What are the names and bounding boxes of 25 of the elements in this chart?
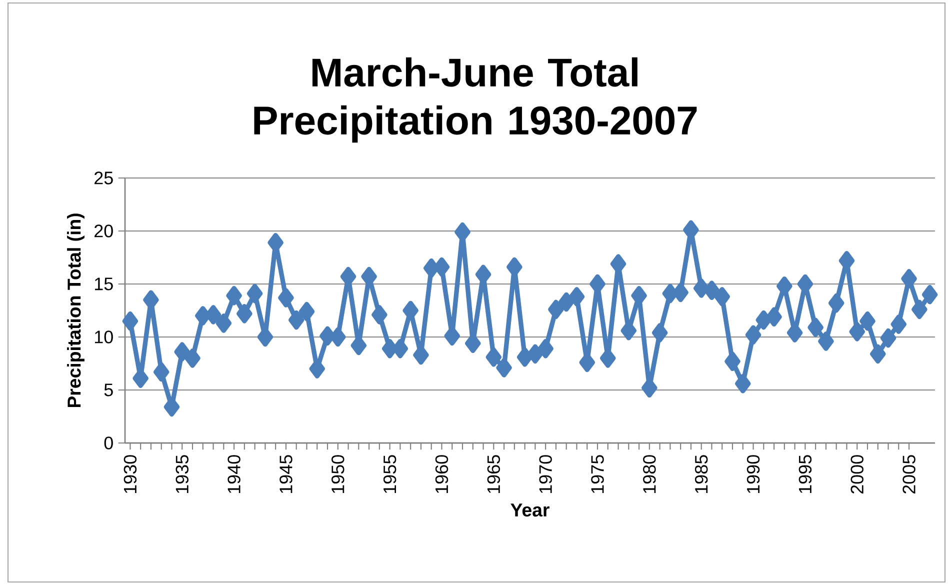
x-tick-label: 2000 (850, 455, 864, 494)
x-tick-label: 1935 (176, 455, 188, 494)
x-tick-label: 1995 (798, 455, 812, 494)
x-tick-label: 1945 (280, 455, 292, 494)
x-tick-label: 1970 (539, 455, 552, 494)
x-tick-label: 1950 (332, 455, 344, 494)
y-tick-label: 15 (94, 278, 113, 290)
x-tick-label: 1940 (228, 455, 240, 494)
y-tick-label: 0 (104, 436, 113, 450)
x-axis-title: Year (510, 504, 550, 517)
chart-title: March-June Total Precipitation 1930-2007 (254, 57, 697, 143)
y-tick-label: 25 (94, 172, 113, 184)
x-tick-label: 1930 (124, 455, 137, 494)
y-tick-label: 10 (94, 330, 113, 344)
x-tick-label: 1975 (591, 455, 604, 494)
x-tick-label: 1985 (694, 455, 708, 494)
x-tick-label: 1980 (643, 455, 656, 494)
x-tick-label: 2005 (902, 455, 916, 494)
y-tick-label: 20 (94, 224, 113, 238)
x-tick-label: 1990 (746, 455, 760, 494)
x-tick-label: 1955 (383, 455, 396, 494)
x-tick-label: 1965 (487, 455, 500, 494)
y-axis-title: Precipitation Total (in) (67, 214, 84, 408)
x-tick-label: 1960 (435, 455, 448, 494)
y-tick-label: 5 (104, 384, 113, 396)
